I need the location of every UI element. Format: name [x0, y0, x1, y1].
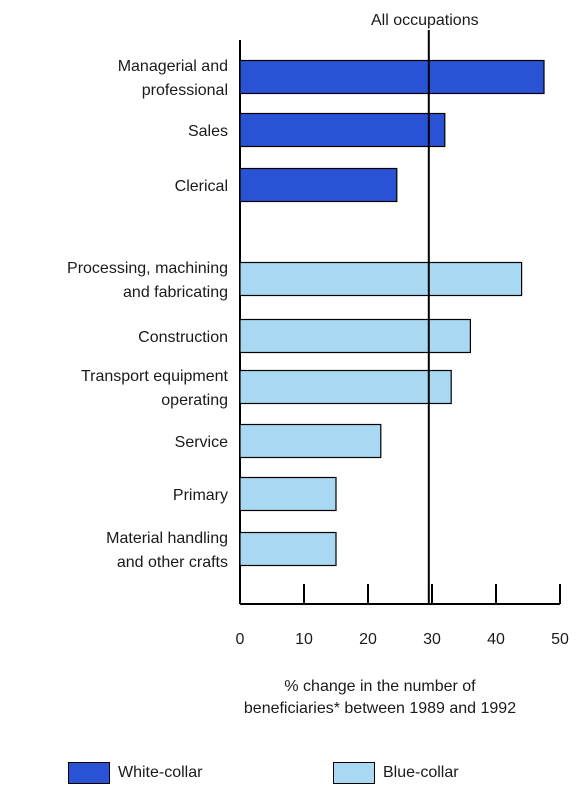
x-tick-label-5: 50	[551, 631, 569, 648]
bar-6	[239, 423, 382, 459]
category-label-7-0: Primary	[173, 487, 228, 504]
bar-4	[239, 318, 471, 354]
x-tick-label-4: 40	[487, 631, 505, 648]
x-axis-title: % change in the number of beneficiaries*…	[160, 676, 578, 720]
legend-item-white-collar: White-collar	[68, 762, 202, 784]
bar-0	[239, 59, 545, 95]
category-label-1-0: Sales	[188, 123, 228, 140]
category-label-4-0: Construction	[138, 329, 228, 346]
x-axis-title-line-2: beneficiaries* between 1989 and 1992	[243, 700, 517, 717]
category-label-2-0: Clerical	[175, 178, 228, 195]
legend-label-blue-collar: Blue-collar	[383, 764, 459, 781]
legend: White-collar Blue-collar	[0, 762, 578, 792]
all-occupations-label: All occupations	[371, 12, 479, 29]
bar-5	[239, 369, 452, 405]
category-label-5-0: Transport equipment	[81, 368, 229, 385]
bar-7	[239, 476, 337, 512]
bar-3	[239, 261, 523, 297]
legend-item-blue-collar: Blue-collar	[333, 762, 459, 784]
category-label-8-0: Material handling	[106, 530, 228, 547]
x-tick-label-0: 0	[236, 631, 245, 648]
x-tick-label-1: 10	[295, 631, 313, 648]
category-label-6-0: Service	[175, 434, 228, 451]
bar-8	[239, 531, 337, 567]
x-axis-title-line-1: % change in the number of	[284, 678, 476, 695]
bar-2	[239, 167, 398, 203]
category-label-0-0: Managerial and	[118, 58, 228, 75]
category-label-0-1: professional	[142, 82, 228, 99]
category-label-3-0: Processing, machining	[67, 260, 228, 277]
category-label-8-1: and other crafts	[117, 554, 228, 571]
bar-1	[239, 112, 446, 148]
category-label-5-1: operating	[161, 392, 228, 409]
blue-collar-swatch	[333, 762, 375, 784]
legend-label-white-collar: White-collar	[118, 764, 203, 781]
x-tick-label-2: 20	[359, 631, 377, 648]
category-label-3-1: and fabricating	[123, 284, 228, 301]
white-collar-swatch	[68, 762, 110, 784]
x-tick-label-3: 30	[423, 631, 441, 648]
